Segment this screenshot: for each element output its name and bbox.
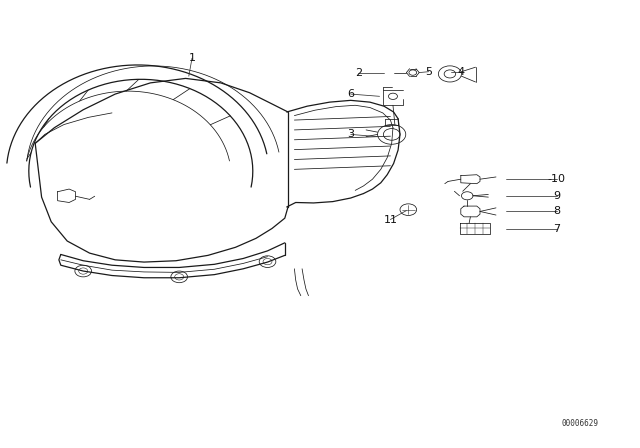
- Text: 3: 3: [348, 129, 354, 139]
- Text: 00006629: 00006629: [561, 419, 598, 428]
- Text: 4: 4: [457, 67, 465, 77]
- Text: -10: -10: [548, 174, 566, 184]
- Text: 2: 2: [355, 68, 362, 78]
- Text: 11: 11: [383, 215, 397, 224]
- Text: 7: 7: [553, 224, 561, 234]
- Text: 1: 1: [189, 53, 195, 63]
- Text: 9: 9: [553, 191, 561, 201]
- Text: 8: 8: [553, 207, 561, 216]
- Text: 6: 6: [348, 89, 354, 99]
- Text: 5: 5: [426, 67, 432, 77]
